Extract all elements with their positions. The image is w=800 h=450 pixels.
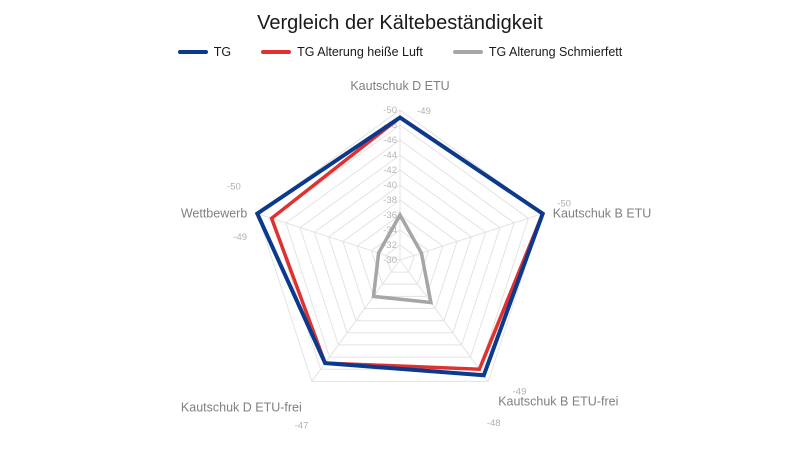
tick-label: -44 (383, 150, 397, 161)
series-line (371, 211, 434, 305)
axis-spoke (399, 213, 543, 261)
value-label: -47 (295, 420, 309, 431)
legend-item-schmierfett: TG Alterung Schmierfett (452, 45, 623, 59)
grid-ring (285, 139, 515, 358)
legend-item-tg: TG (177, 45, 232, 59)
tick-label: -40 (383, 180, 397, 191)
axis-spoke (257, 213, 401, 261)
legend-swatch-heisse-luft (261, 50, 292, 54)
chart-legend: TG TG Alterung heiße Luft TG Alterung Sc… (0, 45, 800, 59)
value-label: -50 (227, 182, 241, 193)
value-label: -49 (417, 106, 431, 117)
chart-title: Vergleich der Kältebeständigkeit (257, 12, 543, 34)
legend-label-schmierfett: TG Alterung Schmierfett (488, 45, 623, 59)
legend-item-heisse-luft: TG Alterung heiße Luft (261, 45, 423, 59)
axis-label: Kautschuk D ETU-frei (181, 400, 302, 414)
value-label: -48 (487, 418, 501, 429)
axis-label: Kautschuk B ETU-frei (498, 394, 618, 408)
value-label: -49 (233, 232, 247, 243)
legend-label-tg: TG (213, 45, 232, 59)
tick-label: -38 (383, 195, 397, 206)
grid-ring (385, 244, 415, 273)
series-line (254, 115, 546, 378)
grid-ring (299, 154, 501, 346)
value-label: -50 (557, 199, 571, 210)
legend-label-heisse-luft: TG Alterung heiße Luft (297, 45, 423, 59)
grid-ring (313, 169, 487, 334)
grid-ring (370, 229, 430, 285)
axis-label: Wettbewerb (181, 207, 248, 221)
grid-ring (328, 184, 472, 322)
tick-label: -30 (383, 255, 397, 266)
axis-label: Kautschuk B ETU (553, 207, 652, 221)
axis-spoke (311, 259, 401, 382)
axis-spoke (399, 259, 489, 382)
grid-ring (356, 214, 444, 297)
legend-swatch-schmierfett (452, 50, 483, 54)
value-label: -49 (513, 387, 527, 398)
tick-label: -50 (383, 105, 397, 116)
legend-swatch-tg (177, 50, 208, 54)
tick-label: -32 (383, 240, 397, 251)
grid-ring (342, 199, 458, 309)
tick-label: -46 (383, 135, 397, 146)
tick-label: -36 (383, 210, 397, 221)
axis-label: Kautschuk D ETU (350, 79, 449, 93)
tick-label: -42 (383, 165, 397, 176)
